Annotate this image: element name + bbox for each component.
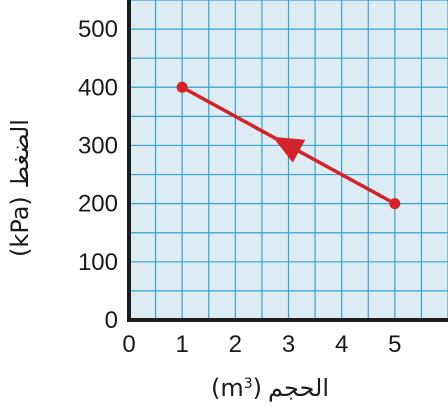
y-axis-label: (kPa)الضغط [6, 119, 34, 257]
x-tick-label: 4 [335, 331, 348, 358]
x-tick-label: 2 [229, 331, 242, 358]
grid-lines [129, 0, 448, 320]
data-point [176, 81, 188, 93]
x-axis-label: (m3) الحجم [211, 374, 329, 402]
y-tick-label: 500 [78, 16, 118, 43]
y-tick-label: 300 [78, 132, 118, 159]
direction-arrow [272, 136, 306, 163]
y-tick-labels: 0 100 200 300 400 500 [78, 16, 118, 334]
x-tick-label: 1 [175, 331, 188, 358]
x-tick-label: 0 [122, 331, 135, 358]
x-tick-label: 5 [388, 331, 401, 358]
x-tick-labels: 0 1 2 3 4 5 [122, 331, 401, 358]
y-tick-label: 200 [78, 191, 118, 218]
y-tick-label: 0 [105, 307, 118, 334]
series [176, 81, 401, 210]
axes [127, 0, 448, 322]
x-tick-label: 3 [282, 331, 295, 358]
y-tick-label: 400 [78, 74, 118, 101]
data-point [389, 198, 401, 210]
y-tick-label: 100 [78, 249, 118, 276]
